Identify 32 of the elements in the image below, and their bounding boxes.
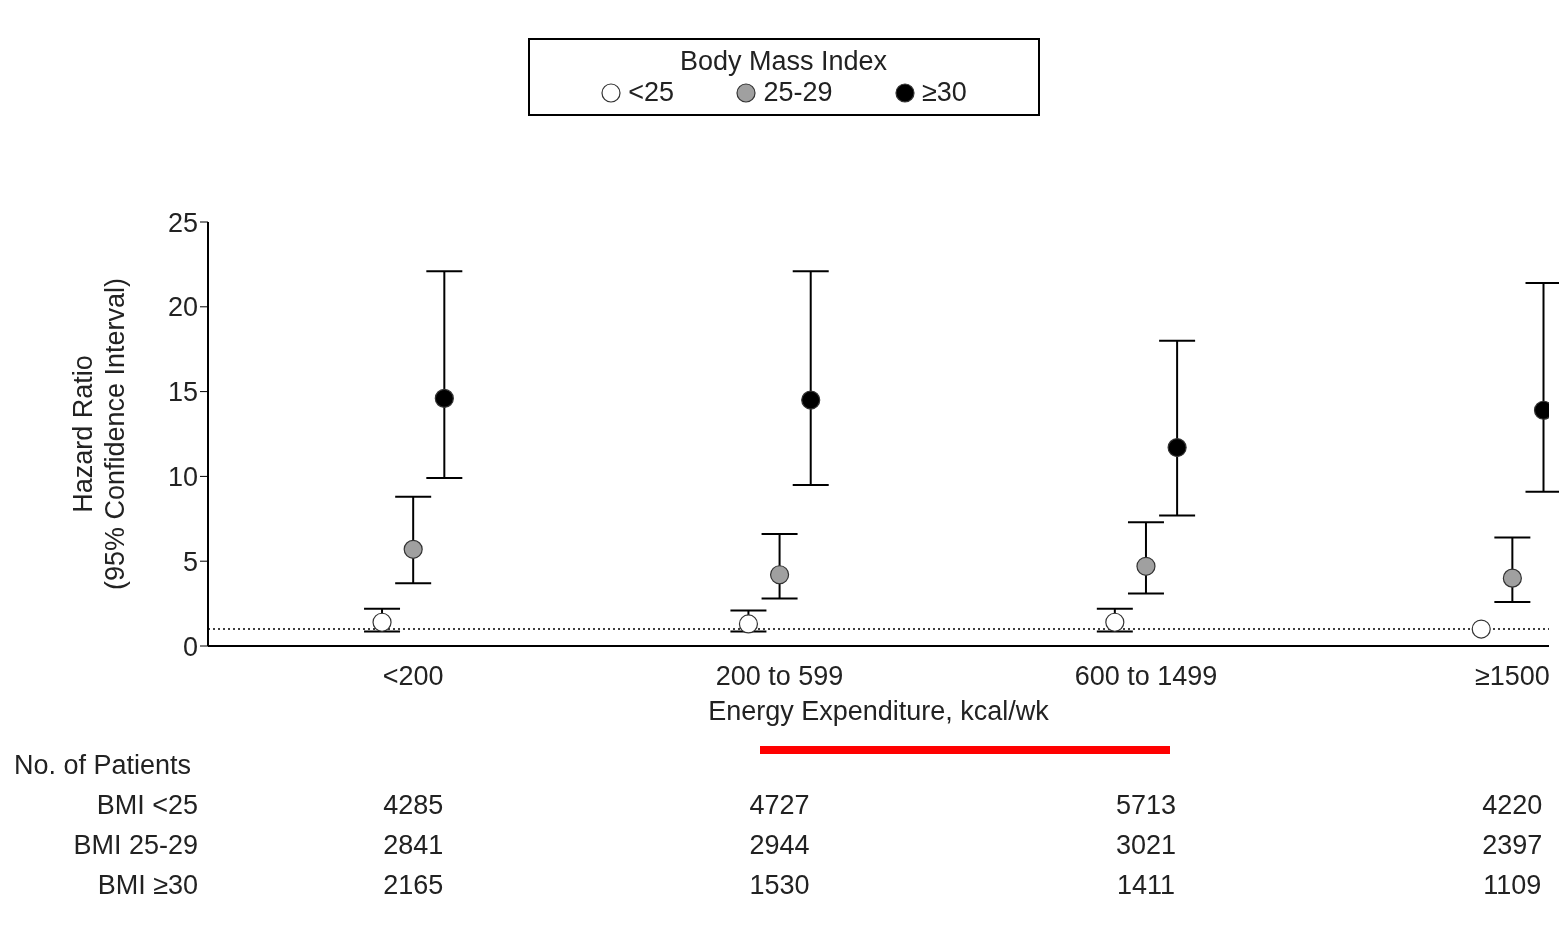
text: 1109 (1482, 870, 1543, 901)
y-tick-label: 5 (182, 546, 198, 577)
text: 2165 (382, 870, 445, 901)
legend-label: 25-29 (763, 77, 833, 108)
y-tick-label: 10 (167, 461, 198, 492)
x-tick-label: 600 to 1499 (1074, 661, 1218, 692)
text: 1530 (748, 870, 811, 901)
y-tick-label: 25 (167, 207, 198, 238)
y-tick-label: 15 (167, 377, 198, 408)
text: 4285 (382, 790, 445, 821)
text: BMI <25 (96, 790, 198, 821)
y-tick-label: 20 (167, 292, 198, 323)
text: 2841 (382, 830, 445, 861)
text: BMI ≥30 (97, 870, 198, 901)
text: 5713 (1114, 790, 1177, 821)
text: 1411 (1115, 870, 1176, 901)
text: 2944 (748, 830, 811, 861)
x-tick-label: 200 to 599 (715, 661, 844, 692)
y-tick-label: 0 (182, 631, 198, 662)
text: 2397 (1481, 830, 1544, 861)
text: No. of Patients (14, 750, 192, 781)
text: 4220 (1481, 790, 1544, 821)
legend-title: Body Mass Index (678, 46, 889, 77)
x-tick-label: <200 (382, 661, 444, 692)
legend-label: <25 (628, 77, 675, 108)
x-axis-title: Energy Expenditure, kcal/wk (708, 696, 1050, 726)
y-axis-title: Hazard Ratio (95% Confidence Interval) (68, 277, 130, 591)
text: 3021 (1114, 830, 1177, 861)
legend-label: ≥30 (921, 77, 967, 108)
text: BMI 25-29 (73, 830, 198, 861)
text: 4727 (748, 790, 811, 821)
x-tick-label: ≥1500 (1474, 661, 1550, 692)
